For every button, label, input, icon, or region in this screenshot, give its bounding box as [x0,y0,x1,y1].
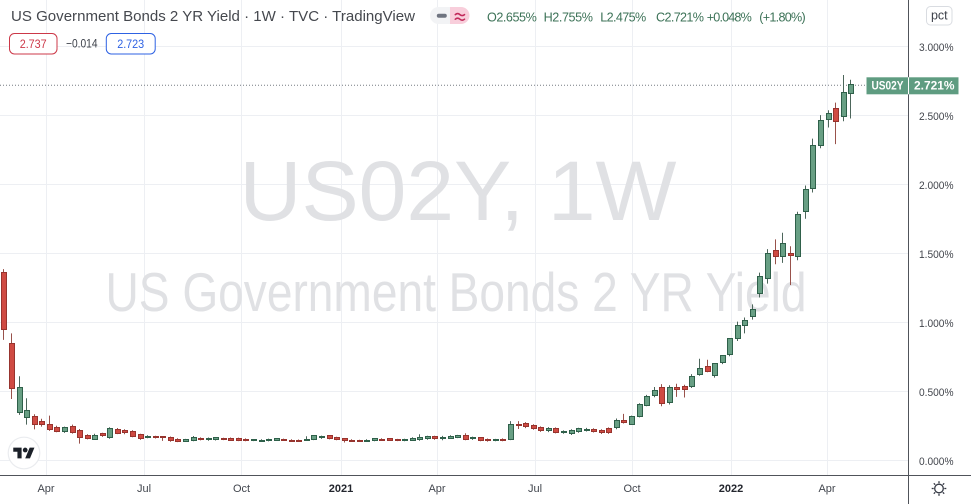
svg-text:0.000%: 0.000% [919,456,954,468]
svg-text:C2.721%: C2.721% [656,11,704,25]
svg-text:Jul: Jul [528,483,542,495]
svg-text:1.000%: 1.000% [919,318,954,330]
svg-text:2021: 2021 [329,483,353,495]
svg-text:−0.014: −0.014 [66,37,98,51]
svg-text:Apr: Apr [428,483,445,495]
svg-text:US Government Bonds 2 YR Yield: US Government Bonds 2 YR Yield · 1W · TV… [11,8,415,25]
svg-text:(+1.80%): (+1.80%) [759,11,805,25]
svg-text:Apr: Apr [818,483,835,495]
svg-text:2.721%: 2.721% [914,79,955,93]
svg-text:+0.048%: +0.048% [707,11,752,25]
svg-text:pct: pct [931,9,948,23]
svg-text:2.000%: 2.000% [919,180,954,192]
svg-text:O2.655%: O2.655% [487,11,537,25]
svg-text:Apr: Apr [37,483,54,495]
svg-text:L2.475%: L2.475% [600,11,646,25]
svg-text:US02Y: US02Y [872,79,904,93]
svg-text:1.500%: 1.500% [919,249,954,261]
svg-text:2022: 2022 [719,483,743,495]
svg-text:2.737: 2.737 [20,37,47,51]
svg-text:2.723: 2.723 [117,37,144,51]
svg-text:Oct: Oct [233,483,250,495]
svg-text:3.000%: 3.000% [919,42,954,54]
svg-text:Jul: Jul [137,483,151,495]
svg-text:H2.755%: H2.755% [544,11,593,25]
svg-text:0.500%: 0.500% [919,387,954,399]
svg-text:2.500%: 2.500% [919,111,954,123]
svg-text:US Government Bonds 2 YR Yield: US Government Bonds 2 YR Yield [106,261,807,323]
svg-text:US02Y, 1W: US02Y, 1W [240,144,677,238]
svg-text:Oct: Oct [623,483,640,495]
